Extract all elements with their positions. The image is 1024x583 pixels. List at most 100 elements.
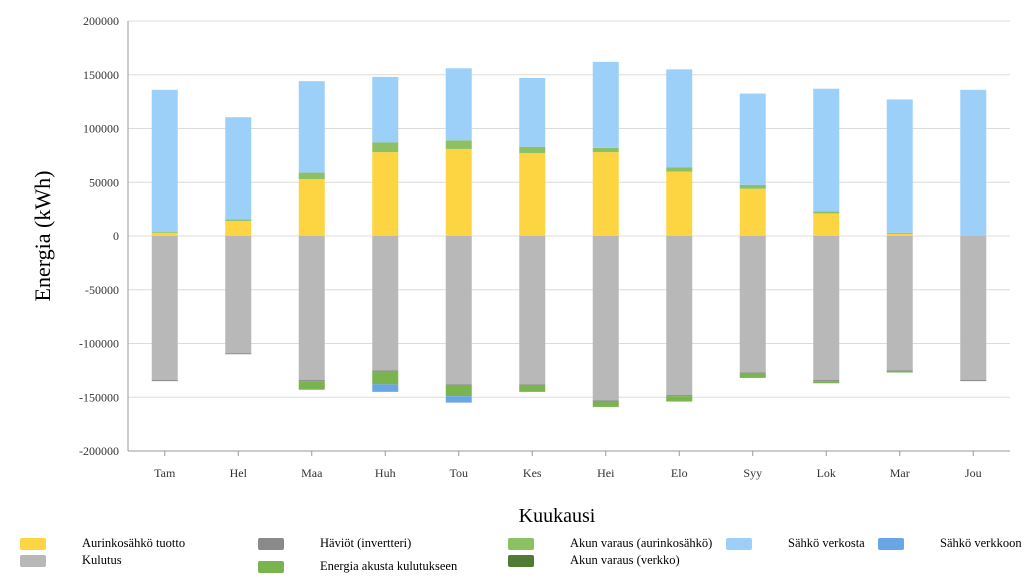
legend-swatch xyxy=(508,537,534,550)
y-tick-label: 150000 xyxy=(83,68,119,82)
y-tick-label: -50000 xyxy=(85,283,119,297)
bar-segment xyxy=(372,152,399,236)
bar-segment xyxy=(519,384,546,386)
bar-segment xyxy=(739,236,766,373)
y-tick-label: -100000 xyxy=(79,337,119,351)
legend-swatch xyxy=(878,537,904,550)
bar-segment xyxy=(960,89,987,236)
bar-segment xyxy=(813,236,840,381)
axes xyxy=(127,21,1010,456)
legend-label: Energia akusta kulutukseen xyxy=(320,559,458,573)
bars xyxy=(151,61,987,407)
bar-segment xyxy=(225,236,252,354)
legend-item: Kulutus xyxy=(20,553,122,568)
bar-segment xyxy=(225,117,252,220)
x-tick-label: Huh xyxy=(375,466,396,480)
bar-segment xyxy=(813,213,840,236)
bar-segment xyxy=(445,140,472,149)
bar-segment xyxy=(813,380,840,382)
bar-segment xyxy=(886,233,913,236)
bar-segment xyxy=(886,371,913,373)
y-tick-label: -150000 xyxy=(79,390,119,404)
bar-segment xyxy=(886,99,913,233)
bar-segment xyxy=(666,395,693,397)
bar-segment xyxy=(445,385,472,397)
y-tick-label: 100000 xyxy=(83,122,119,136)
legend-item: Akun varaus (verkko) xyxy=(508,553,680,568)
bar-segment xyxy=(372,76,399,143)
bar-segment xyxy=(739,188,766,236)
x-tick-label: Syy xyxy=(743,466,762,480)
x-axis-title: Kuukausi xyxy=(519,505,596,527)
bar-segment xyxy=(960,236,987,381)
bar-segment xyxy=(886,370,913,372)
legend-item: Akun varaus (aurinkosähkö) xyxy=(508,536,712,551)
bar-segment xyxy=(372,236,399,371)
x-tick-label: Hei xyxy=(597,466,615,480)
bar-segment xyxy=(298,236,325,381)
bar-segment xyxy=(666,236,693,396)
bar-segment xyxy=(813,381,840,384)
y-tick-label: -200000 xyxy=(79,444,119,458)
bar-segment xyxy=(445,396,472,403)
y-tick-labels: 200000 150000 100000 50000 0 -50000 -100000 -15… xyxy=(79,14,119,458)
legend-item: Aurinkosähkö tuotto xyxy=(20,536,185,551)
bar-segment xyxy=(298,380,325,382)
legend-label: Kulutus xyxy=(82,553,122,567)
bar-segment xyxy=(298,179,325,236)
y-axis-title: Energia (kWh) xyxy=(30,171,55,302)
y-tick-label: 50000 xyxy=(89,175,119,189)
legend-item: Sähkö verkkoon xyxy=(878,536,1022,551)
grid-lines xyxy=(128,20,1010,452)
bar-segment xyxy=(592,152,619,236)
bar-segment xyxy=(298,172,325,180)
stacked-bar-chart: 200000 150000 100000 50000 0 -50000 -100000 -15… xyxy=(30,14,1010,527)
x-tick-label: Hel xyxy=(230,466,248,480)
y-tick-label: 0 xyxy=(113,229,119,243)
legend-item: Sähkö verkosta xyxy=(726,536,865,551)
bar-segment xyxy=(519,153,546,236)
bar-segment xyxy=(445,68,472,141)
bar-segment xyxy=(886,236,913,371)
x-tick-label: Lok xyxy=(817,466,836,480)
x-tick-label: Maa xyxy=(301,466,323,480)
bar-segment xyxy=(225,220,252,236)
x-tick-label: Kes xyxy=(523,466,542,480)
bar-segment xyxy=(666,167,693,172)
x-tick-label: Jou xyxy=(965,466,982,480)
bar-segment xyxy=(519,385,546,392)
legend-swatch xyxy=(20,537,46,550)
bar-segment xyxy=(960,380,987,382)
bar-segment xyxy=(151,236,178,381)
bar-segment xyxy=(519,236,546,385)
x-tick-label: Mar xyxy=(890,466,910,480)
legend-label: Häviöt (invertteri) xyxy=(320,536,412,550)
bar-segment xyxy=(151,89,178,232)
bar-segment xyxy=(592,147,619,153)
legend-label: Akun varaus (aurinkosähkö) xyxy=(570,536,713,550)
x-tick-label: Elo xyxy=(671,466,688,480)
bar-segment xyxy=(372,370,399,372)
bar-segment xyxy=(813,211,840,214)
bar-segment xyxy=(298,381,325,390)
bar-segment xyxy=(372,371,399,385)
legend-label: Sähkö verkkoon xyxy=(940,536,1022,550)
legend-label: Sähkö verkosta xyxy=(788,536,865,550)
bar-segment xyxy=(151,232,178,236)
bar-segment xyxy=(592,401,619,407)
legend-label: Akun varaus (verkko) xyxy=(570,553,680,567)
bar-segment xyxy=(445,148,472,236)
bar-segment xyxy=(151,380,178,382)
bar-segment xyxy=(739,93,766,185)
bar-segment xyxy=(666,69,693,168)
legend-item: Energia akusta kulutukseen xyxy=(258,559,457,574)
bar-segment xyxy=(592,400,619,402)
x-tick-label: Tou xyxy=(450,466,469,480)
bar-segment xyxy=(519,77,546,147)
legend-item: Häviöt (invertteri) xyxy=(258,536,411,551)
legend-label: Aurinkosähkö tuotto xyxy=(82,536,186,550)
x-tick-labels: Tam Hel Maa Huh Tou Kes Hei Elo Syy Lok Mar Jou xyxy=(154,466,981,480)
legend-swatch xyxy=(726,537,752,550)
y-tick-label: 200000 xyxy=(83,14,119,28)
bar-segment xyxy=(372,384,399,392)
